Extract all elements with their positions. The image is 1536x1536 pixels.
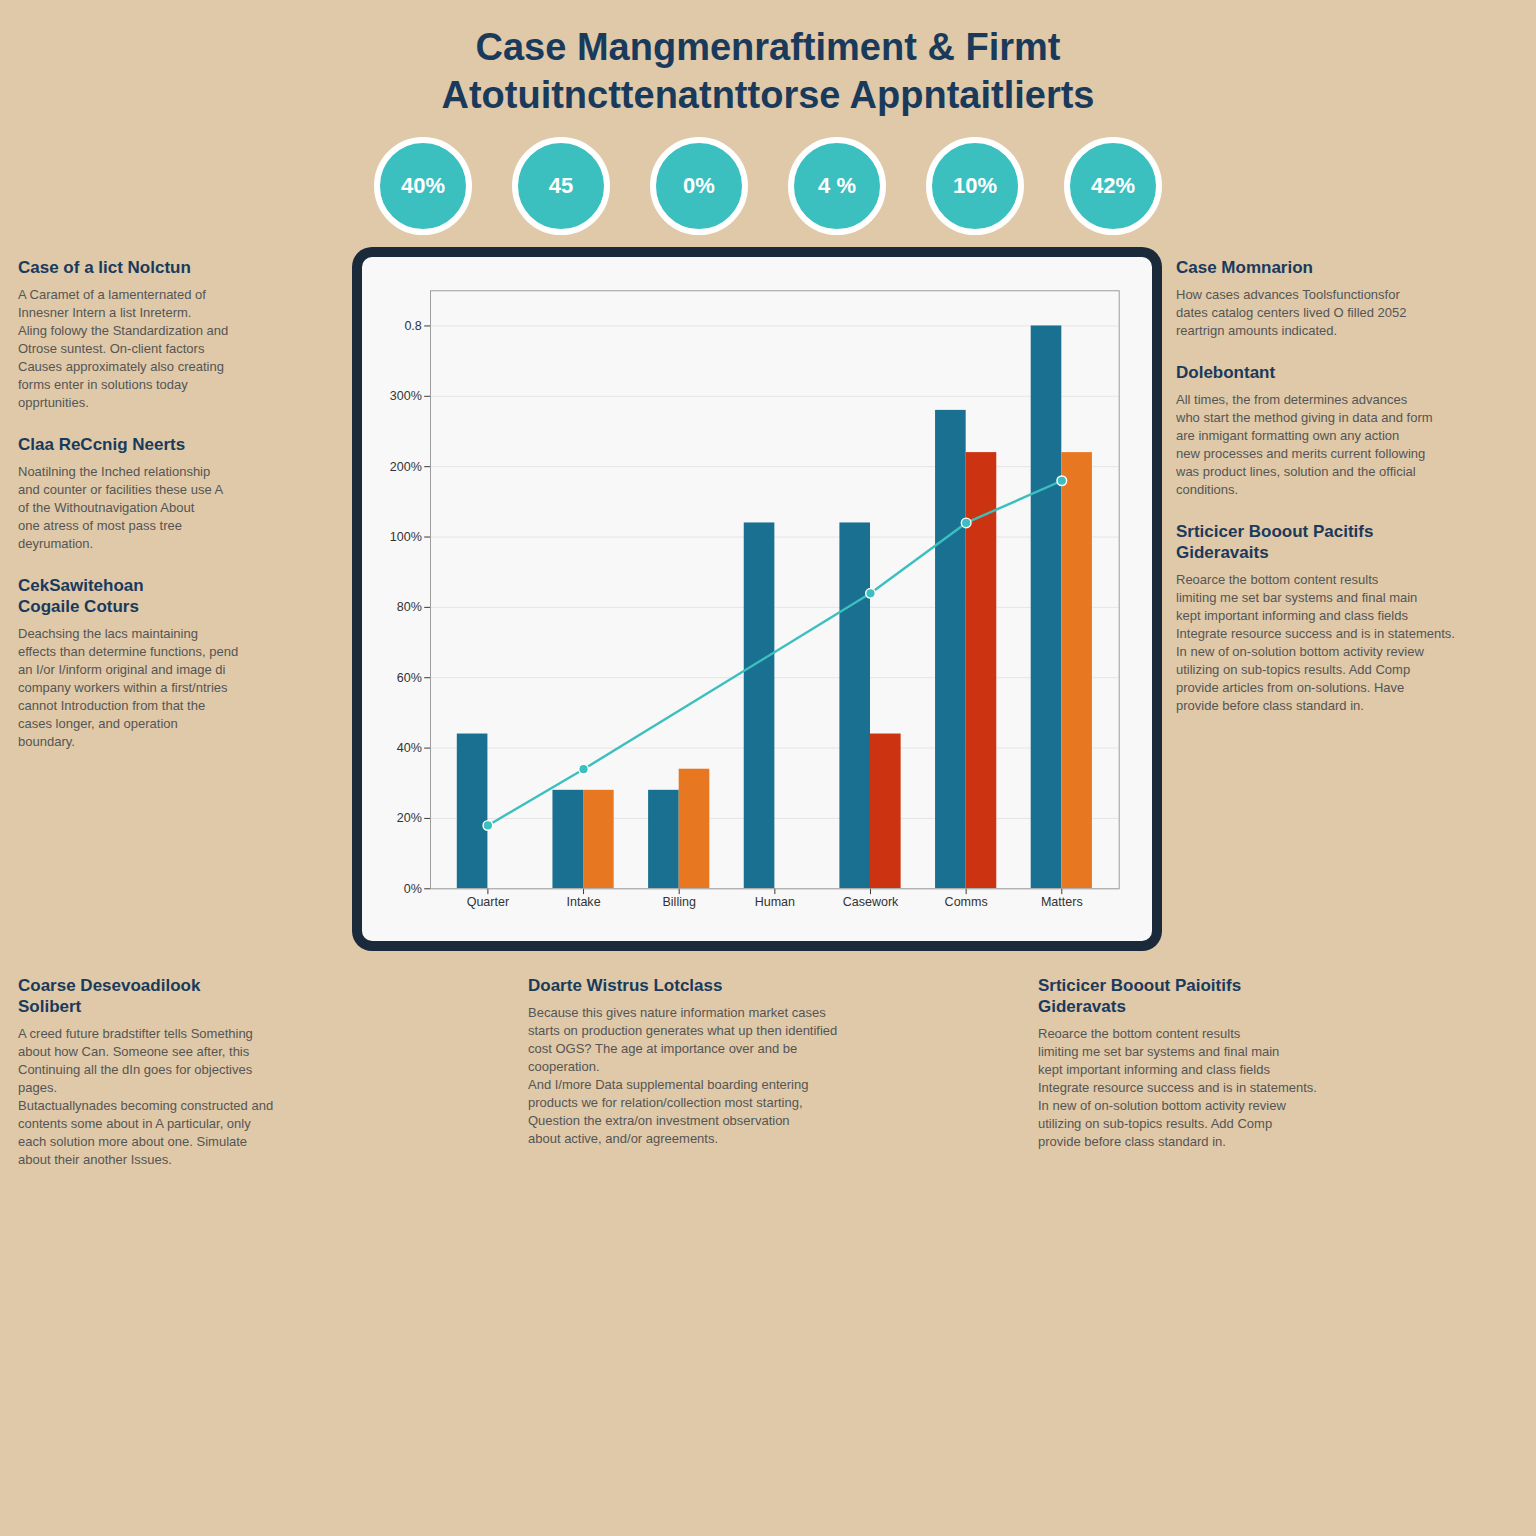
svg-text:Quarter: Quarter [467,895,509,909]
html-text:CekSawitehoan Cogaile Coturs: CekSawitehoan Cogaile Coturs [18,575,144,616]
html-text:products we for relation/colle: products we for relation/collection most… [528,1094,803,1110]
html-text:Srticicer Booout Pacitifs Gide: Srticicer Booout Pacitifs Gideravaits [1176,521,1374,563]
svg-text:0.8: 0.8 [404,319,421,333]
html-text:Doarte Wistrus Lotclass: Doarte Wistrus Lotclass [528,975,723,995]
html-text:cooperation.: cooperation. [528,1059,600,1074]
html-text:Atotuitncttenatnttorse Appntai: Atotuitncttenatnttorse Appntaitlierts [441,73,1095,116]
svg-text:200%: 200% [390,460,422,474]
html-text:Reoarce the bottom content res: Reoarce the bottom content results [1038,1026,1241,1042]
html-text:Continuing all the dIn goes fo: Continuing all the dIn goes for objectiv… [18,1062,253,1078]
html-text:A Caramet of a lamenternated o: A Caramet of a lamenternated of [18,287,206,303]
html-text:45: 45 [548,173,574,198]
html-text:and counter or facilities thes: and counter or facilities these use A [18,482,224,497]
html-text:0%: 0% [683,173,715,198]
html-text:provide articles from on-solut: provide articles from on-solutions. Have [1176,680,1405,696]
html-text:Butactuallynades becoming cons: Butactuallynades becoming constructed an… [18,1098,274,1114]
html-text:Dolebontant: Dolebontant [1176,363,1276,383]
svg-text:Intake: Intake [566,895,600,909]
html-text:deyrumation.: deyrumation. [18,535,94,551]
html-text:Integrate resource success and: Integrate resource success and is in sta… [1038,1080,1317,1096]
svg-text:60%: 60% [397,671,422,685]
html-text:limiting me set bar systems an: limiting me set bar systems and final ma… [1038,1044,1280,1060]
html-text:Claa ReCcnig Neerts: Claa ReCcnig Neerts [18,434,186,454]
svg-text:40%: 40% [397,741,422,755]
svg-text:0%: 0% [404,882,422,896]
html-text:an I/or I/inform original and: an I/or I/inform original and image di [18,662,226,678]
html-text:kept important informing and c: kept important informing and class field… [1038,1062,1270,1078]
html-text:reartrign amounts indicated.: reartrign amounts indicated. [1176,323,1338,339]
html-text:40%: 40% [401,173,445,198]
html-text:contents some about in A parti: contents some about in A particular, onl… [18,1116,251,1132]
html-text:new processes and merits curre: new processes and merits current followi… [1176,446,1426,462]
html-text:Aling folowy the Standardizati: Aling folowy the Standardization and [18,323,229,339]
html-text:conditions.: conditions. [1176,482,1239,497]
html-text:of the Withoutnavigation About: of the Withoutnavigation About [18,499,195,515]
html-text:boundary.: boundary. [18,733,75,749]
svg-text:Billing: Billing [662,895,695,909]
html-text:Coarse Desevoadilook Solibert: Coarse Desevoadilook Solibert [18,975,201,1017]
html-text:Case of a lict Nolctun: Case of a lict Nolctun [18,258,191,277]
html-text:one atress of most pass tree: one atress of most pass tree [18,517,182,533]
svg-text:Matters: Matters [1041,895,1083,909]
html-text:Integrate resource success and: Integrate resource success and is in sta… [1176,626,1455,642]
html-text:utilizing on sub-topics result: utilizing on sub-topics results. Add Com… [1176,662,1411,678]
html-text:Question the extra/on investme: Question the extra/on investment observa… [528,1112,790,1128]
html-text:cases longer, and operation: cases longer, and operation [18,715,178,731]
html-text:limiting me set bar systems an: limiting me set bar systems and final ma… [1176,590,1418,606]
html-text:opprtunities.: opprtunities. [18,394,89,410]
html-text:forms enter in solutions today: forms enter in solutions today [18,376,188,392]
svg-text:Human: Human [755,895,795,909]
html-text:Otrose suntest. On-client fact: Otrose suntest. On-client factors [18,341,205,357]
html-text:And I/more Data supplemental b: And I/more Data supplemental boarding en… [528,1076,809,1092]
html-text:Srticicer Booout Paioitifs Gid: Srticicer Booout Paioitifs Gideravats [1038,975,1242,1017]
html-text:Innesner Intern a list Inreter: Innesner Intern a list Inreterm. [18,305,192,321]
html-text:10%: 10% [953,173,997,198]
html-text:In new of on-solution bottom a: In new of on-solution bottom activity re… [1176,644,1424,660]
html-text:provide before class standard: provide before class standard in. [1038,1134,1226,1149]
html-text:Case Mangmenraftiment & Firmt: Case Mangmenraftiment & Firmt [475,26,1061,68]
html-text:kept important informing and c: kept important informing and class field… [1176,608,1408,624]
html-text:In new of on-solution bottom a: In new of on-solution bottom activity re… [1038,1098,1286,1114]
html-text:who start the method giving in: who start the method giving in data and … [1176,410,1433,426]
html-text:Case Momnarion: Case Momnarion [1176,258,1313,277]
html-text:cost OGS? The age at importanc: cost OGS? The age at importance over and… [528,1041,798,1056]
html-text:was product lines, solution an: was product lines, solution and the offi… [1176,464,1416,480]
html-text:Noatilning the Inched relation: Noatilning the Inched relationship [18,464,211,480]
html-text:about how Can. Someone see aft: about how Can. Someone see after, this [18,1044,250,1060]
svg-text:80%: 80% [397,600,422,614]
html-text:about their another Issues.: about their another Issues. [18,1152,172,1167]
html-text:company workers within a first: company workers within a first/ntries [18,680,228,696]
html-text:starts on production generates: starts on production generates what up t… [528,1023,838,1039]
html-text:cannot Introduction from that: cannot Introduction from that the [18,698,206,713]
html-text:Causes approximately also crea: Causes approximately also creating [18,359,224,374]
html-text:42%: 42% [1091,173,1135,198]
html-text:provide before class standard: provide before class standard in. [1176,698,1364,713]
html-text:How cases advances Toolsfuncti: How cases advances Toolsfunctionsfor [1176,287,1400,303]
html-text:are inmigant formatting own an: are inmigant formatting own any action [1176,428,1400,444]
html-text:Reoarce the bottom content res: Reoarce the bottom content results [1176,572,1379,588]
html-text:effects than determine functio: effects than determine functions, pend [18,644,239,660]
html-text:All times, the from determines: All times, the from determines advances [1176,392,1408,408]
html-text:A creed future bradstifter tel: A creed future bradstifter tells Somethi… [18,1026,253,1042]
svg-text:20%: 20% [397,811,422,825]
html-text:dates catalog centers lived O: dates catalog centers lived O filled 205… [1176,305,1407,321]
html-text:Because this gives nature info: Because this gives nature information ma… [528,1005,826,1021]
html-text:utilizing on sub-topics result: utilizing on sub-topics results. Add Com… [1038,1116,1273,1132]
html-text:Deachsing the lacs maintaining: Deachsing the lacs maintaining [18,626,198,642]
html-text:each solution more about one.: each solution more about one. Simulate [18,1134,248,1149]
svg-text:300%: 300% [390,389,422,403]
html-text:pages.: pages. [18,1080,57,1096]
html-text:about active, and/or agreement: about active, and/or agreements. [528,1130,719,1146]
html-text:4 %: 4 % [818,173,856,198]
svg-text:100%: 100% [390,530,422,544]
svg-text:Comms: Comms [945,895,988,909]
svg-text:Casework: Casework [843,895,899,909]
